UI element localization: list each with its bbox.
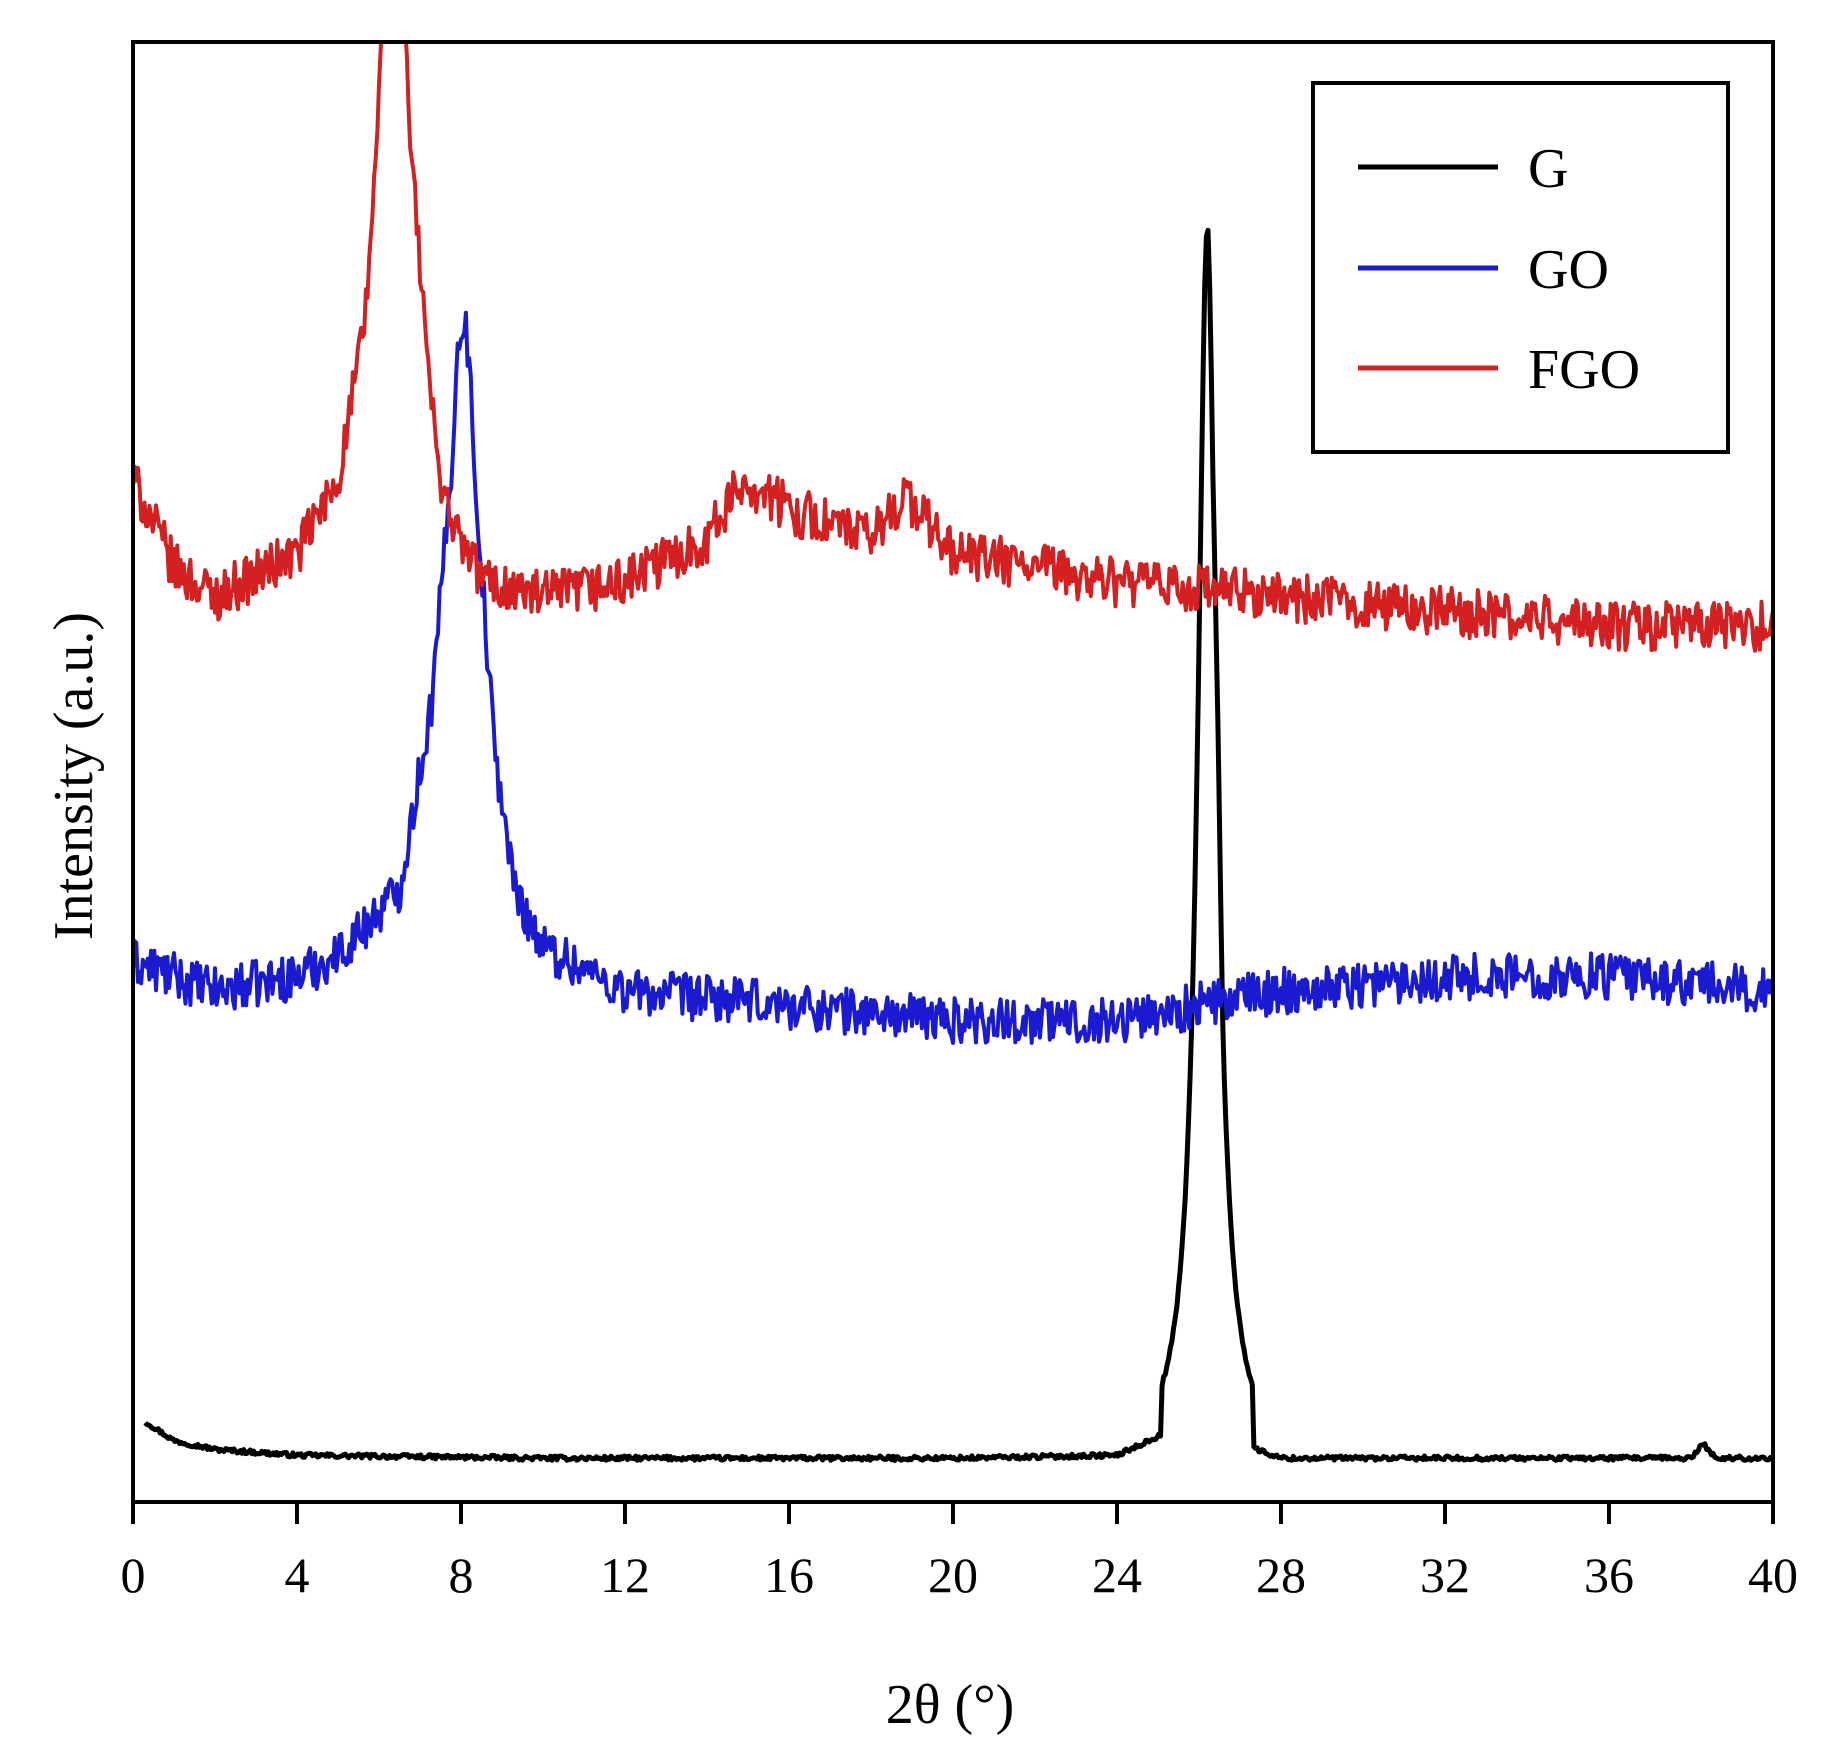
series-line-fgo xyxy=(133,42,1773,653)
x-tick-label-32: 32 xyxy=(1420,1547,1470,1603)
series-line-g xyxy=(143,227,1773,1463)
x-tick-label-36: 36 xyxy=(1584,1547,1634,1603)
y-axis-title: Intensity (a.u.) xyxy=(43,612,105,940)
x-tick-label-40: 40 xyxy=(1748,1547,1798,1603)
legend-label-fgo: FGO xyxy=(1528,339,1640,401)
legend-label-g: G xyxy=(1528,138,1568,200)
x-axis-ticks xyxy=(131,1502,1775,1524)
x-tick-label-28: 28 xyxy=(1256,1547,1306,1603)
x-tick-label-16: 16 xyxy=(764,1547,814,1603)
series-line-go xyxy=(133,310,1773,1045)
x-tick-label-0: 0 xyxy=(121,1547,146,1603)
x-tick-label-24: 24 xyxy=(1092,1547,1142,1603)
x-tick-label-20: 20 xyxy=(928,1547,978,1603)
legend: G GO FGO xyxy=(1311,81,1730,454)
x-axis-title: 2θ (°) xyxy=(886,1674,1015,1736)
legend-label-go: GO xyxy=(1528,239,1609,301)
x-axis-tick-labels: 0 4 8 12 16 20 24 28 32 36 40 xyxy=(121,1547,1799,1603)
x-tick-label-4: 4 xyxy=(285,1547,310,1603)
x-tick-label-8: 8 xyxy=(449,1547,474,1603)
x-tick-label-12: 12 xyxy=(600,1547,650,1603)
series-layer xyxy=(133,42,1773,1463)
